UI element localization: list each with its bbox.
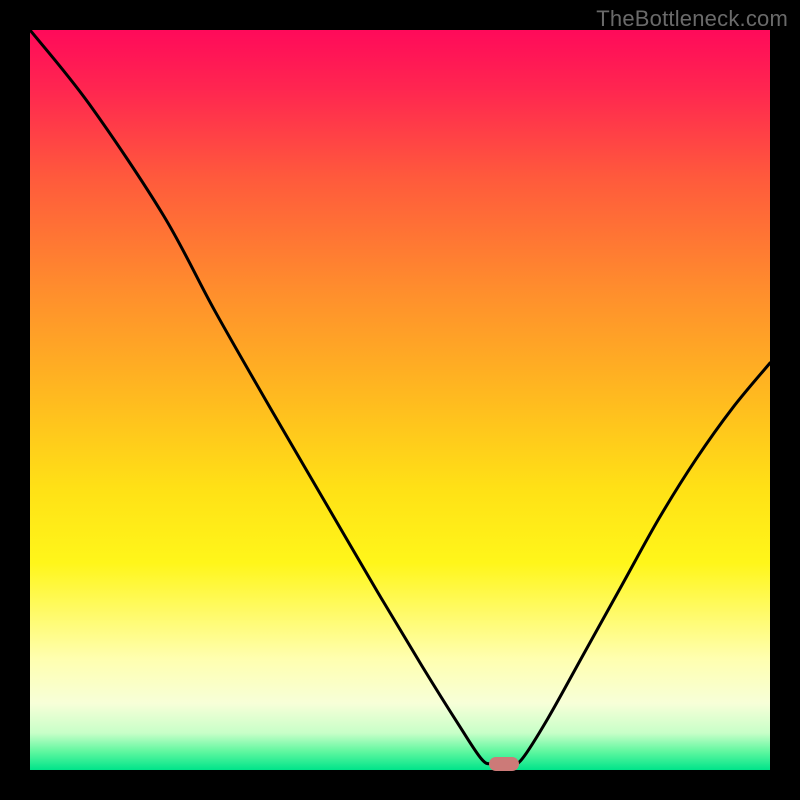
bottleneck-curve-chart [30,30,770,770]
chart-plot-area [30,30,770,770]
gradient-background [30,30,770,770]
watermark-text: TheBottleneck.com [596,6,788,32]
minimum-marker [489,757,519,771]
